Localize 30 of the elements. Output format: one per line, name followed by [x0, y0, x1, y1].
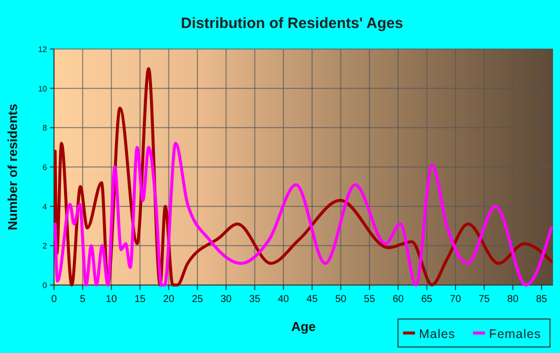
x-tick-label: 40 [278, 294, 290, 305]
x-tick-label: 0 [51, 294, 58, 305]
y-tick-label: 4 [42, 202, 48, 212]
x-tick-label: 60 [392, 294, 404, 305]
x-tick-label: 10 [106, 294, 118, 305]
y-axis-title: Number of residents [5, 104, 20, 230]
x-tick-label: 80 [507, 294, 519, 305]
x-tick-label: 5 [80, 294, 86, 305]
y-tick-label: 12 [38, 45, 48, 54]
x-tick-label: 20 [163, 294, 175, 305]
y-tick-label: 2 [42, 242, 48, 251]
x-tick-label: 30 [220, 294, 232, 305]
y-tick-label: 6 [42, 163, 48, 172]
x-tick-label: 50 [335, 294, 347, 305]
x-tick-label: 35 [249, 294, 261, 305]
y-tick-label: 10 [38, 84, 48, 94]
x-tick-label: 65 [421, 294, 433, 305]
x-tick-label: 75 [478, 294, 490, 305]
y-tick-label: 8 [42, 124, 48, 133]
y-tick-label: 0 [42, 281, 48, 290]
x-tick-label: 25 [192, 294, 204, 305]
chart-title: Distribution of Residents' Ages [180, 15, 404, 32]
x-tick-label: 15 [134, 294, 146, 305]
x-axis-title: Age [291, 319, 316, 334]
x-tick-label: 70 [450, 294, 462, 305]
x-tick-label: 45 [306, 294, 318, 305]
x-tick-label: 85 [536, 294, 548, 305]
legend-label: Females [489, 327, 542, 341]
x-tick-label: 55 [364, 294, 376, 305]
legend-label: Males [419, 327, 456, 341]
